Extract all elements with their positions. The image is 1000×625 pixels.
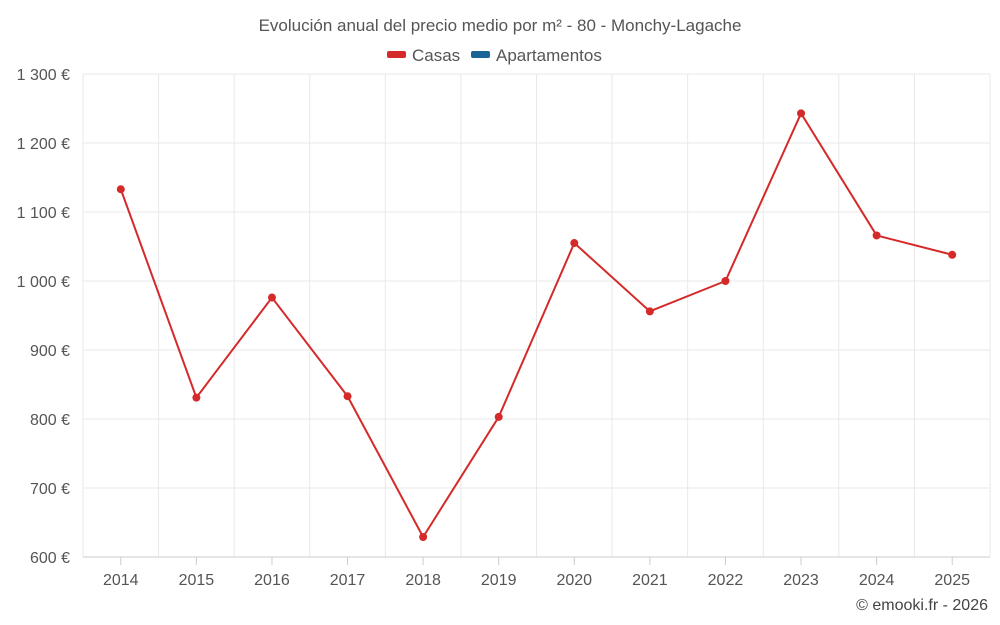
data-point[interactable] [343, 392, 352, 401]
data-point[interactable] [192, 393, 201, 402]
x-tick-label: 2020 [556, 572, 592, 589]
legend-label-apartamentos: Apartamentos [496, 46, 602, 65]
data-point[interactable] [267, 293, 276, 302]
y-tick-label: 700 € [30, 481, 70, 498]
legend-item-casas[interactable]: Casas [387, 46, 460, 65]
x-tick-label: 2018 [405, 572, 441, 589]
x-tick-label: 2024 [859, 572, 895, 589]
y-axis-ticks: 600 € 700 € 800 € 900 € 1 000 € 1 100 € 1 200 … [17, 67, 70, 567]
legend: Casas Apartamentos [387, 46, 602, 65]
legend-item-apartamentos[interactable]: Apartamentos [471, 46, 602, 65]
data-point[interactable] [116, 185, 125, 194]
x-tick-label: 2014 [103, 572, 139, 589]
y-tick-label: 1 100 € [17, 205, 70, 222]
x-tick-label: 2019 [481, 572, 517, 589]
legend-swatch-casas [387, 51, 406, 58]
series-layer [116, 109, 957, 541]
credit-text: © emooki.fr - 2026 [856, 597, 988, 614]
data-point[interactable] [494, 412, 503, 421]
legend-label-casas: Casas [412, 46, 460, 65]
y-tick-label: 1 200 € [17, 136, 70, 153]
x-axis-ticks: 2014 2015 2016 2017 2018 2019 2020 2021 2022 2023… [103, 557, 970, 589]
x-tick-label: 2015 [179, 572, 215, 589]
y-tick-label: 1 000 € [17, 274, 70, 291]
data-point[interactable] [721, 277, 730, 285]
y-tick-label: 900 € [30, 343, 70, 360]
data-point[interactable] [797, 109, 806, 118]
data-point[interactable] [948, 250, 957, 259]
data-point[interactable] [419, 532, 428, 541]
x-tick-label: 2021 [632, 572, 668, 589]
x-tick-label: 2017 [330, 572, 366, 589]
data-point[interactable] [872, 231, 881, 240]
x-tick-label: 2016 [254, 572, 290, 589]
legend-swatch-apartamentos [471, 51, 490, 58]
x-tick-label: 2025 [934, 572, 970, 589]
data-point[interactable] [645, 307, 654, 316]
data-point[interactable] [570, 239, 579, 248]
x-tick-label: 2023 [783, 572, 819, 589]
y-tick-label: 600 € [30, 550, 70, 567]
y-tick-label: 800 € [30, 412, 70, 429]
series-line-casas [119, 112, 953, 538]
x-gridlines [82, 74, 991, 557]
y-tick-label: 1 300 € [17, 67, 70, 84]
x-tick-label: 2022 [708, 572, 744, 589]
chart-title: Evolución anual del precio medio por m² … [259, 16, 742, 35]
